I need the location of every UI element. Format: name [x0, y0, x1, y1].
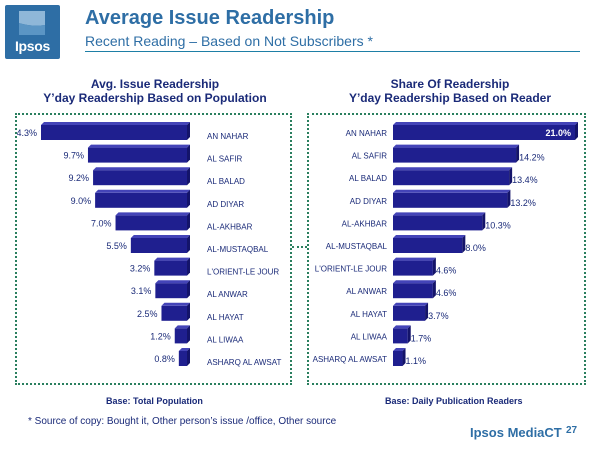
left-bar-6 [154, 257, 190, 276]
ipsos-logo: Ipsos [5, 5, 60, 59]
left-category-label: AN NAHAR [207, 132, 249, 141]
right-bar-9 [393, 325, 411, 344]
right-category-label: ASHARQ AL AWSAT [313, 355, 388, 364]
source-footnote: * Source of copy: Bought it, Other perso… [28, 416, 337, 427]
right-bar-4 [393, 212, 486, 231]
right-category-label: AL HAYAT [350, 310, 387, 319]
left-value-label: 2.5% [137, 309, 158, 319]
right-category-label: L'ORIENT-LE JOUR [315, 265, 387, 274]
left-bar-9 [174, 325, 190, 344]
left-bar-2 [93, 167, 190, 186]
left-category-label: AL HAYAT [207, 313, 244, 322]
page-subtitle: Recent Reading – Based on Not Subscriber… [85, 33, 373, 49]
left-chart-frame [15, 113, 292, 385]
left-category-label: AD DIYAR [207, 200, 244, 209]
right-category-label: AD DIYAR [350, 197, 387, 206]
right-value-label: 1.7% [411, 333, 432, 343]
right-value-label: 1.1% [406, 356, 427, 366]
right-bar-0 [393, 122, 578, 140]
left-category-label: AL-MUSTAQBAL [207, 245, 269, 254]
left-category-label: AL SAFIR [207, 155, 242, 164]
left-value-label: 3.2% [130, 264, 151, 274]
right-bar-6 [393, 257, 436, 276]
left-heading-line1: Avg. Issue Readership [90, 77, 220, 91]
left-value-label: 0.8% [154, 354, 175, 364]
right-category-label: AL SAFIR [352, 152, 387, 161]
right-bar-2 [393, 167, 513, 186]
right-chart-frame [307, 113, 586, 385]
brand-name: Ipsos MediaCT [470, 425, 562, 440]
left-bar-4 [115, 212, 190, 231]
left-heading-line2: Y’day Readership Based on Population [43, 91, 267, 105]
right-value-label: 10.3% [485, 220, 511, 230]
left-value-label: 1.2% [150, 331, 171, 341]
reader-share-chart: AN NAHAR 21.0% AL SAFIR 14.2% AL BALAD 13.4% A… [313, 122, 578, 366]
page-title: Average Issue Readership [85, 7, 335, 29]
right-bar-5 [393, 235, 466, 253]
left-bar-8 [161, 302, 190, 321]
right-heading-line2: Y’day Readership Based on Reader [348, 91, 552, 105]
right-panel-heading: Share Of Readership Y’day Readership Bas… [310, 77, 590, 105]
right-category-label: AL ANWAR [346, 287, 387, 296]
right-category-label: AN NAHAR [346, 129, 388, 138]
right-bar-10 [393, 348, 406, 366]
right-value-label: 13.4% [512, 175, 538, 185]
left-category-label: L'ORIENT-LE JOUR [207, 268, 279, 277]
left-value-label: 7.0% [91, 218, 112, 228]
right-category-label: AL-MUSTAQBAL [326, 242, 388, 251]
left-category-label: AL ANWAR [207, 290, 248, 299]
left-category-label: ASHARQ AL AWSAT [207, 358, 282, 367]
left-bar-3 [95, 189, 190, 208]
population-readership-chart: 14.3% AN NAHAR 9.7% AL SAFIR 9.2% AL BALAD 9.0… [17, 122, 282, 367]
right-value-label: 4.6% [436, 288, 457, 298]
left-bar-5 [130, 235, 190, 253]
right-bar-7 [393, 280, 436, 299]
left-value-label: 9.0% [71, 196, 92, 206]
left-value-label: 3.1% [131, 286, 152, 296]
left-bar-0 [41, 122, 190, 140]
right-value-label: 4.6% [436, 266, 457, 276]
left-panel-heading: Avg. Issue Readership Y’day Readership B… [25, 77, 285, 105]
right-bar-8 [393, 302, 429, 321]
right-base-note: Base: Daily Publication Readers [385, 396, 523, 406]
left-bar-7 [155, 280, 190, 299]
right-bar-1 [393, 144, 520, 163]
left-category-label: AL-AKHBAR [207, 222, 253, 231]
right-category-label: AL BALAD [349, 174, 387, 183]
right-value-label: 3.7% [428, 311, 449, 321]
right-bar-3 [393, 189, 511, 208]
left-bar-1 [87, 144, 190, 163]
right-value-label: 8.0% [465, 243, 486, 253]
left-bar-10 [178, 348, 190, 366]
left-value-label: 14.3% [17, 128, 37, 138]
left-value-label: 5.5% [106, 241, 127, 251]
page-number: 27 [566, 425, 578, 436]
left-value-label: 9.2% [69, 173, 90, 183]
logo-swoosh-icon [19, 11, 45, 35]
left-category-label: AL BALAD [207, 177, 245, 186]
right-value-label: 21.0% [545, 128, 571, 138]
right-category-label: AL-AKHBAR [342, 219, 388, 228]
logo-text: Ipsos [14, 38, 51, 54]
left-base-note: Base: Total Population [106, 396, 203, 406]
right-category-label: AL LIWAA [351, 332, 388, 341]
left-value-label: 9.7% [63, 151, 84, 161]
right-value-label: 14.2% [519, 153, 545, 163]
right-value-label: 13.2% [510, 198, 536, 208]
left-category-label: AL LIWAA [207, 335, 244, 344]
right-heading-line1: Share Of Readership [390, 77, 510, 91]
header-divider [85, 51, 580, 52]
panel-connector [292, 246, 307, 248]
